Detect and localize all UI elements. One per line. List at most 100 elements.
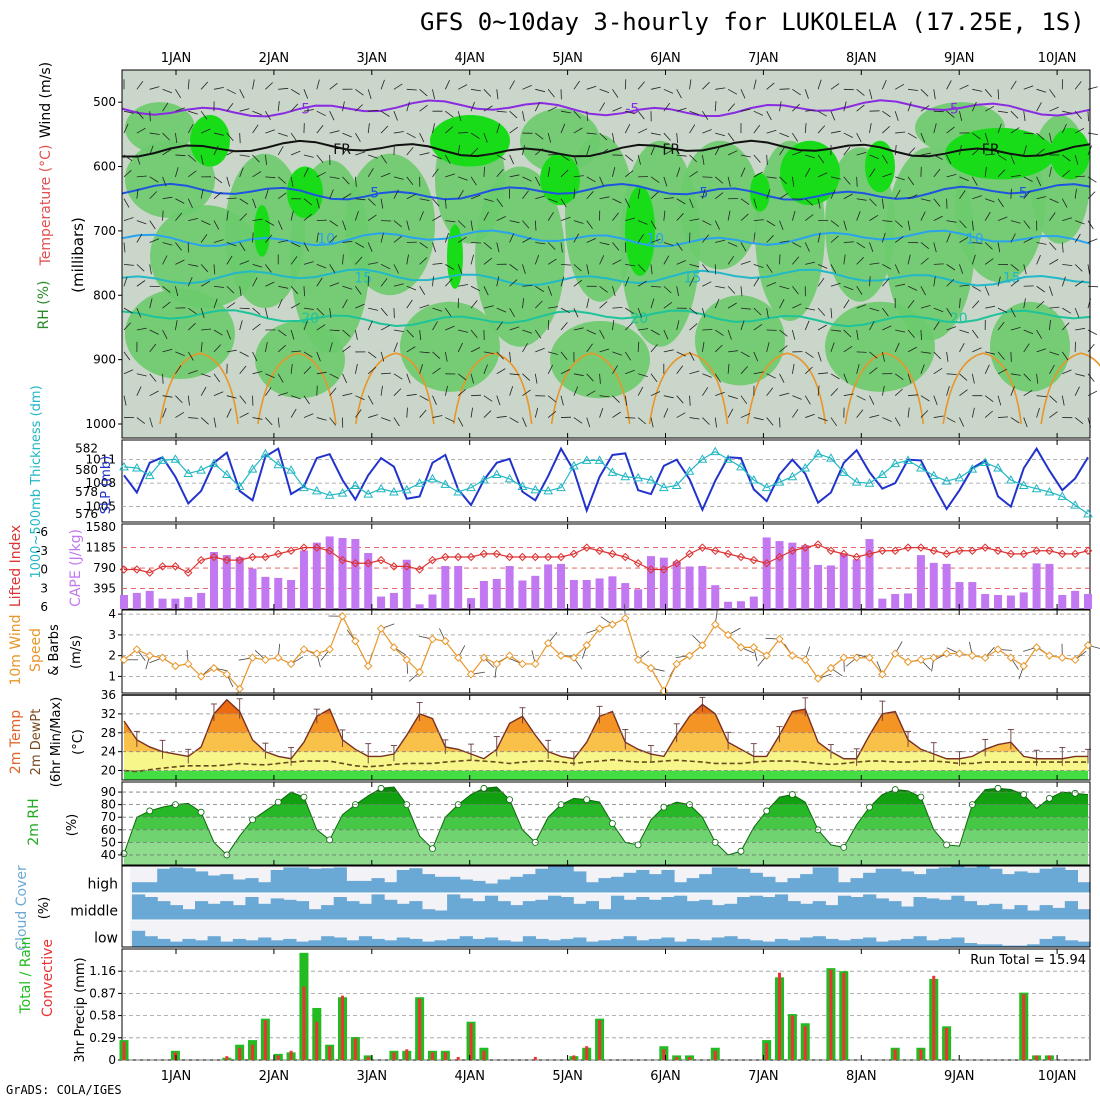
thickness-marker [286,465,296,474]
wind-speed-marker [261,655,270,665]
wind-barb [933,215,943,221]
cape-bar [312,542,321,609]
wind-barb [303,413,314,418]
cape-bar [1084,593,1092,609]
wind-barb [984,166,987,177]
wind-barb [1087,373,1095,382]
pressure-tick-label: 500 [93,95,116,109]
rh-moist-core [625,185,655,276]
thickness-marker [1083,508,1093,518]
wind-barb [547,258,557,265]
wind-barb [650,220,657,230]
wind-barb [766,308,769,319]
wind-barb [509,264,518,271]
cloud-low-bar [1014,945,1028,947]
cloud-middle-bar [938,899,952,921]
wind-barb [1074,188,1077,199]
wind-barb [907,346,917,353]
rh-marker [583,796,591,804]
wind-barb [483,395,493,402]
wind-barb [894,417,901,427]
cape-bar [994,595,1003,609]
wind-barb [1074,307,1080,318]
wind-barb [804,167,811,178]
temp-top-tick-label: 36 [101,688,116,702]
cloud-middle-bar [598,909,612,920]
wind-barb [599,373,601,384]
thickness-marker [273,459,284,469]
wind-barb [535,347,545,353]
wind-barb [560,198,567,208]
wind-barb [316,385,318,396]
cloud-middle-bar [976,905,990,920]
wind-speed-marker [184,659,193,669]
wind-barb [342,373,348,384]
wind-barb [329,130,340,134]
lifted-index-marker [865,549,874,559]
day-label: 9JAN [944,1069,975,1084]
wind-barb [959,298,961,309]
wind-barb [599,176,604,187]
wind-barb [625,263,636,267]
wind-barb [740,320,745,331]
wind-barb [496,110,507,113]
lifted-index-marker [1058,549,1067,559]
boundary-contour [159,352,239,425]
wind-barb [1061,242,1064,253]
thickness-marker [581,455,592,464]
wind-barb [856,176,858,187]
cloud-high-bar [1077,882,1091,893]
rh-tick-label: 40 [101,848,116,862]
wind-barb [1074,233,1081,243]
wind-barb [586,264,590,275]
wind-speed-marker [929,653,938,662]
cloud-middle-bar [308,909,322,920]
cloud-middle-bar [787,901,801,920]
cloud-frame [121,865,1091,948]
cloud-low-bar [548,940,562,948]
cloud-middle-bar [270,898,284,920]
cloud-low-bar [522,936,536,947]
lifted-index-marker [364,559,373,568]
wind-speed-marker [338,612,347,621]
wind-barb [573,110,581,119]
wind-barb [162,196,173,200]
cloud-low-bar [900,938,915,947]
lifted-index-marker [929,546,938,555]
wind-barb [534,407,539,418]
wind-barb [264,342,268,352]
wind-barb [586,145,591,156]
wind-barb [432,262,443,265]
cloud-high-bar [220,874,234,893]
cloud-middle-bar [661,897,675,920]
wind-barb [689,263,700,268]
wind-barb [457,264,463,274]
wind-barb [1010,351,1012,362]
wind-barb [419,242,429,249]
rh-mid-region [345,153,435,296]
wind-barb [984,395,994,403]
wind-barb [123,169,132,178]
wind-barb [200,264,209,273]
wind-barb [997,169,1006,178]
cloud-low-bar [258,937,272,947]
wind-barb [406,373,411,384]
precip-convective-bar [572,1055,576,1060]
wind-barb [946,417,956,423]
wind-barb [650,391,661,397]
wind-barb [959,111,963,121]
wind-barb [740,307,751,310]
day-label: 4JAN [454,51,485,66]
wind-barb [727,150,738,156]
wind-barb [586,191,594,199]
wind-speed-marker [1032,643,1041,652]
wind-speed-marker [878,670,887,679]
wind-barb [471,242,482,244]
cloud-middle-bar [774,894,789,920]
wind-barb [278,285,289,289]
lifted-index-marker [980,543,990,552]
wind-barb [355,104,364,112]
wind-barb [226,242,237,247]
wind-barb [355,88,364,96]
